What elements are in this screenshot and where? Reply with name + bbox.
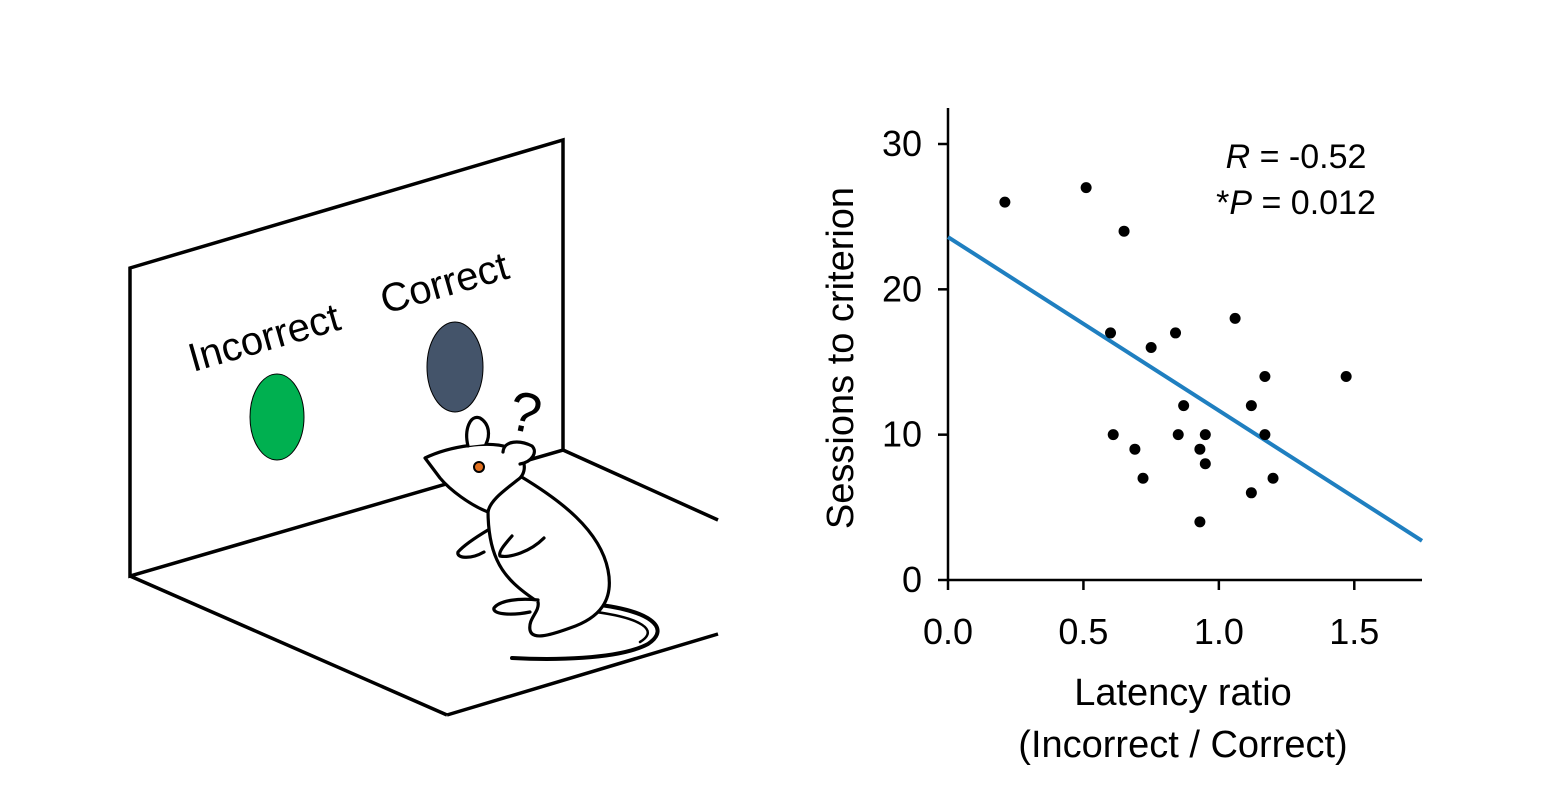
y-tick-label: 30 [882,123,922,164]
correlation-annotation: R = -0.52 [1226,138,1367,176]
data-point [1118,225,1130,237]
data-point [1178,400,1190,412]
data-point [999,196,1011,208]
data-point [1194,443,1206,455]
data-point [1105,327,1117,339]
data-point [1107,429,1119,441]
p-value-annotation: *P = 0.012 [1216,184,1376,222]
mouse-eye [473,461,485,473]
data-point [1194,516,1206,528]
scatter-chart: 0 10 20 30 0.0 0.5 1.0 1.5 Sessions to criteri… [820,108,1424,766]
r-symbol: R [1226,138,1251,176]
incorrect-stimulus [249,373,305,461]
x-tick-label: 0.0 [923,611,973,652]
chamber-floor-left-edge [129,574,448,717]
data-point [1259,371,1271,383]
data-point [1145,341,1157,353]
data-point [1245,400,1257,412]
correct-stimulus [426,321,484,413]
data-point [1245,487,1257,499]
data-point [1129,443,1141,455]
y-tick-label: 20 [882,268,922,309]
chamber-floor-front-edge [446,632,719,717]
data-point [1340,371,1352,383]
x-axis-title-line1: Latency ratio [1074,672,1292,714]
y-tick-label: 0 [902,559,922,600]
x-tick-label: 1.0 [1194,611,1244,652]
mouse-drawing [423,415,660,661]
r-value: = -0.52 [1250,138,1366,176]
data-point [1080,182,1092,194]
regression-line [946,235,1424,543]
data-points [999,182,1352,528]
data-point [1170,327,1182,339]
p-value: = 0.012 [1252,184,1376,222]
y-axis-ticks: 0 10 20 30 [882,123,948,600]
x-axis-ticks: 0.0 0.5 1.0 1.5 [923,580,1379,652]
y-axis-title: Sessions to criterion [820,187,862,529]
mouse-arm-right [498,534,546,558]
mouse-tail [510,602,660,661]
x-tick-label: 0.5 [1058,611,1108,652]
x-tick-label: 1.5 [1329,611,1379,652]
x-axis-title-line2: (Incorrect / Correct) [1018,724,1347,766]
mouse-ear-back [465,415,491,448]
p-symbol: P [1229,184,1252,222]
data-point [1259,429,1271,441]
y-tick-label: 10 [882,414,922,455]
p-prefix: * [1216,184,1229,222]
mouse-arm-left [456,528,490,559]
data-point [1199,429,1211,441]
chamber-floor-back-edge [562,448,719,522]
mouse-body [445,474,611,638]
data-point [1137,472,1149,484]
data-point [1199,458,1211,470]
data-point [1267,472,1279,484]
data-point [1229,312,1241,324]
mouse-ear-front [501,440,536,466]
illustration-panel: Incorrect Correct ? [128,137,719,717]
data-point [1172,429,1184,441]
